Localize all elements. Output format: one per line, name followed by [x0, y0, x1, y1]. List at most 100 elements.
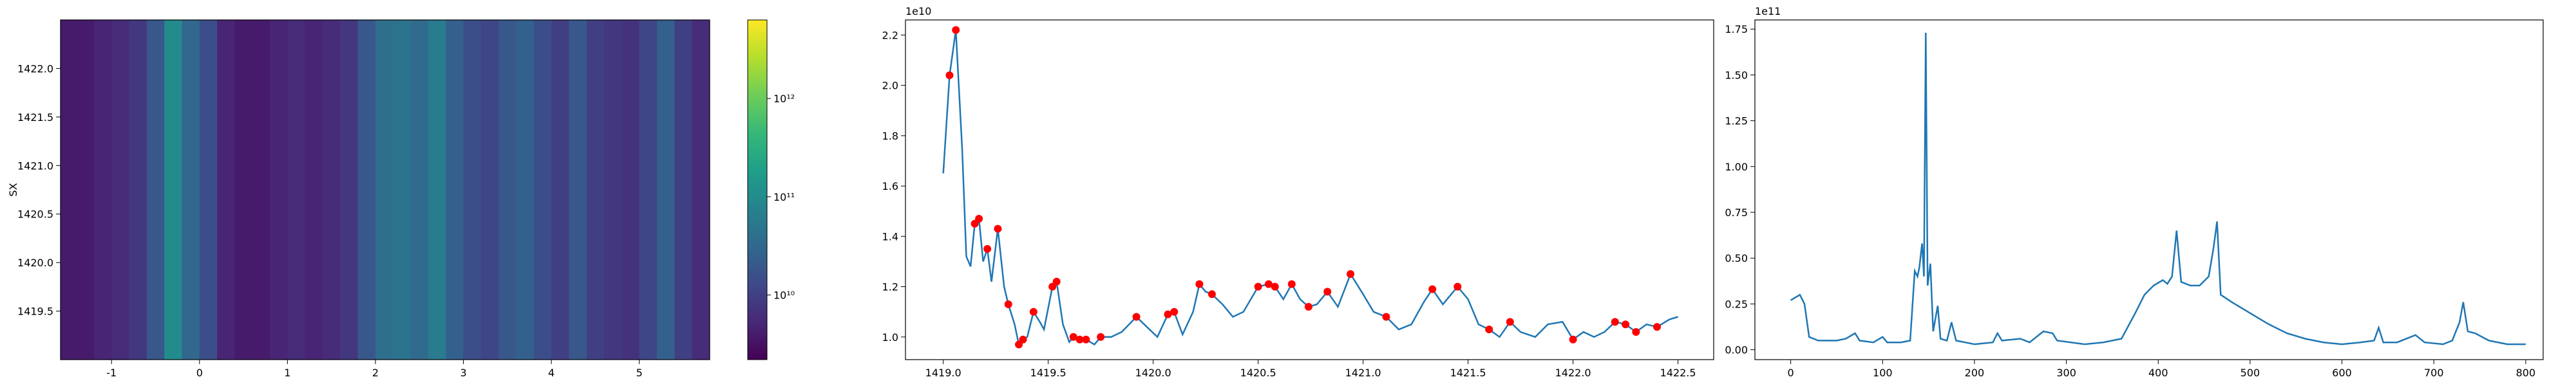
colorbar-step — [748, 105, 767, 108]
colorbar-step — [748, 320, 767, 324]
colorbar-step — [748, 190, 767, 193]
colorbar-step — [748, 342, 767, 346]
colorbar-step — [748, 328, 767, 332]
peak-marker — [1164, 310, 1172, 318]
colorbar-step — [748, 39, 767, 43]
colorbar-step — [748, 252, 767, 255]
axes-frame — [60, 19, 710, 360]
colorbar-step — [748, 116, 767, 120]
colorbar-step — [748, 91, 767, 94]
colorbar-step — [748, 73, 767, 77]
heatmap-cell — [516, 20, 535, 360]
heatmap-cell — [375, 20, 393, 360]
x-tick-label: 4 — [548, 367, 554, 379]
y-tick-label: 1.50 — [1725, 69, 1748, 81]
colorbar-step — [748, 156, 767, 160]
peak-marker — [975, 214, 983, 223]
peak-marker — [1075, 335, 1084, 344]
colorbar-step — [748, 138, 767, 142]
axes-frame — [1754, 19, 2544, 360]
colorbar-step — [748, 351, 767, 354]
x-tick-label: 1421.0 — [1345, 367, 1381, 379]
heatmap-cell — [270, 20, 288, 360]
colorbar-step — [748, 241, 767, 244]
colorbar-step — [748, 79, 767, 83]
x-tick-label: 800 — [2516, 367, 2536, 379]
peak-marker — [1029, 308, 1037, 316]
colorbar-step — [748, 306, 767, 309]
x-tick-label: 1422.0 — [1555, 367, 1591, 379]
peak-marker — [1170, 308, 1179, 316]
colorbar-step — [748, 354, 767, 358]
x-tick-label: 300 — [2056, 367, 2076, 379]
colorbar-step — [748, 34, 767, 37]
colorbar-step — [748, 124, 767, 128]
colorbar-step — [748, 243, 767, 247]
peak-marker — [1019, 335, 1027, 344]
colorbar-step — [748, 223, 767, 227]
colorbar-step — [748, 218, 767, 221]
colorbar-step — [748, 340, 767, 344]
x-tick-label: 400 — [2148, 367, 2168, 379]
colorbar-step — [748, 28, 767, 32]
colorbar-step — [748, 51, 767, 55]
colorbar-step — [748, 147, 767, 151]
peak-marker — [1132, 313, 1141, 321]
colorbar-step — [748, 62, 767, 66]
colorbar-step — [748, 212, 767, 216]
y-tick-label: 1.8 — [882, 130, 898, 142]
heatmap-cell — [604, 20, 622, 360]
colorbar-step — [748, 144, 767, 148]
colorbar-step — [748, 152, 767, 156]
y-tick-label: 2.0 — [882, 80, 898, 92]
peak-marker — [1264, 280, 1273, 288]
y-tick-label: 1.75 — [1725, 23, 1748, 35]
colorbar-step — [748, 31, 767, 35]
x-tick-label: 0 — [196, 367, 203, 379]
colorbar-step — [748, 48, 767, 51]
colorbar-step — [748, 102, 767, 106]
y-tick-label: 0.75 — [1725, 207, 1748, 219]
colorbar-step — [748, 257, 767, 261]
heatmap-cell — [533, 20, 552, 360]
colorbar-step — [748, 130, 767, 134]
x-tick-label: 1 — [284, 367, 290, 379]
colorbar-step — [748, 96, 767, 100]
colorbar-step — [748, 356, 767, 360]
colorbar-step — [748, 280, 767, 284]
colorbar-step — [748, 215, 767, 219]
colorbar-step — [748, 317, 767, 320]
heatmap-cell — [657, 20, 675, 360]
peak-marker — [1653, 323, 1661, 331]
x-tick-label: 200 — [1965, 367, 1985, 379]
colorbar-step — [748, 286, 767, 290]
x-tick-label: 1419.0 — [925, 367, 961, 379]
y-offset-label: 1e11 — [1755, 5, 1781, 17]
heatmap-cell — [129, 20, 147, 360]
data-line — [942, 30, 1678, 347]
colorbar-step — [748, 133, 767, 136]
peak-marker — [1004, 300, 1012, 308]
colorbar-step — [748, 161, 767, 165]
colorbar-step — [748, 150, 767, 154]
heatmap-cell — [446, 20, 464, 360]
colorbar-step — [748, 59, 767, 63]
colorbar-step — [748, 207, 767, 210]
colorbar-step — [748, 263, 767, 267]
heatmap-cell — [305, 20, 323, 360]
heatmap-cell — [428, 20, 446, 360]
x-tick-label: 3 — [460, 367, 466, 379]
peak-marker — [1485, 326, 1493, 334]
colorbar-step — [748, 331, 767, 335]
colorbar-step — [748, 294, 767, 298]
y-tick-label: 1.6 — [882, 180, 898, 192]
y-tick-label: 1421.5 — [17, 111, 53, 124]
colorbar-step — [748, 269, 767, 273]
colorbar-step — [748, 308, 767, 312]
x-tick-label: 700 — [2424, 367, 2444, 379]
colorbar-step — [748, 221, 767, 225]
peak-marker — [1382, 313, 1390, 321]
colorbar-step — [748, 289, 767, 292]
peak-marker — [1454, 282, 1462, 291]
heatmap-cell — [674, 20, 693, 360]
